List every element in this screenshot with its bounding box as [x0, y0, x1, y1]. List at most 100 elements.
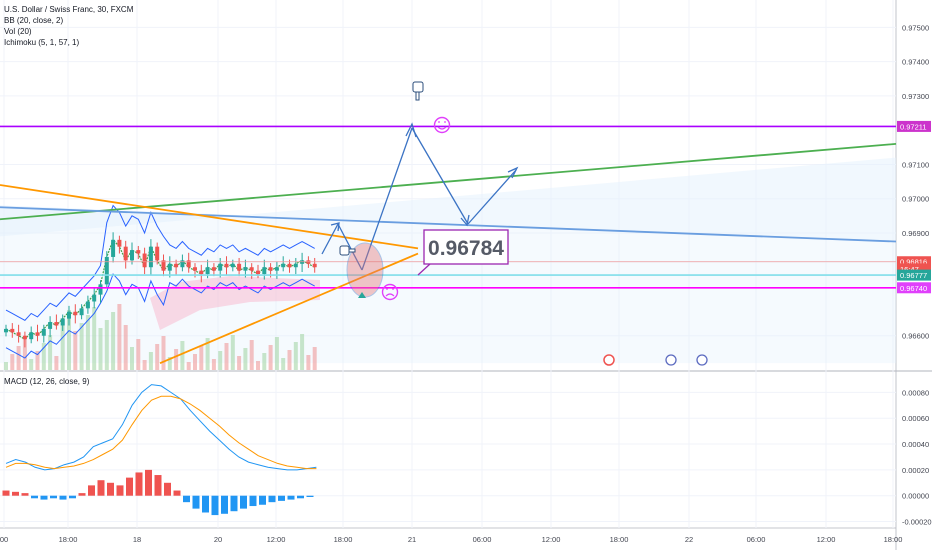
volume-bar — [218, 351, 223, 370]
volume-bar — [35, 351, 40, 370]
price-tick-label: 0.96600 — [902, 332, 929, 341]
time-tick-label: 21 — [408, 535, 416, 544]
price-tag — [897, 282, 931, 294]
volume-bar — [111, 312, 116, 370]
candle-body — [218, 263, 223, 271]
candle-body — [4, 328, 8, 333]
macd-histogram-bar — [59, 495, 67, 500]
volume-bar — [73, 331, 78, 370]
volume-bar — [98, 328, 103, 370]
macd-histogram-bar — [164, 482, 171, 496]
macd-histogram-bar — [287, 495, 295, 500]
macd-histogram-bar — [268, 495, 276, 503]
price-tick-label: 0.97300 — [902, 92, 929, 101]
indicator-vol[interactable]: Vol (20) — [4, 27, 32, 36]
volume-bar — [287, 350, 292, 370]
volume-bar — [60, 318, 65, 370]
macd-histogram-bar — [297, 495, 304, 499]
candle-body — [48, 322, 53, 329]
candle-body — [136, 250, 141, 254]
candle-body — [274, 267, 279, 271]
arrow-head — [405, 122, 417, 138]
macd-histogram-bar — [240, 495, 247, 509]
volume-bar — [180, 341, 185, 370]
macd-histogram-bar — [154, 475, 162, 496]
candle-body — [85, 301, 90, 309]
arrow-head — [507, 166, 519, 179]
macd-histogram-bar — [107, 482, 114, 496]
frown-mouth — [385, 293, 395, 297]
volume-bar — [54, 356, 59, 370]
macd-histogram-bar — [183, 495, 190, 503]
candle-body — [237, 263, 242, 271]
smiley-eye — [438, 121, 440, 123]
smiley-mouth — [437, 126, 447, 130]
candle-body — [205, 267, 210, 275]
price-tag-label: 0.96740 — [900, 284, 927, 293]
volume-bar — [268, 345, 273, 370]
macd-histogram-bar — [259, 495, 266, 505]
volume-bar — [300, 334, 305, 370]
frown-eye — [386, 288, 388, 290]
macd-histogram-bar — [221, 495, 228, 514]
pointing-hand-icon — [412, 81, 424, 101]
macd-histogram-bar — [145, 469, 152, 496]
signal-line — [5, 395, 317, 470]
macd-histogram-bar — [97, 480, 105, 496]
volume-bar — [92, 307, 97, 370]
volume-bar — [230, 335, 235, 370]
volume-bar — [167, 357, 172, 370]
price-tag — [897, 263, 931, 275]
candle-body — [293, 263, 298, 268]
macd-histogram-bar — [116, 485, 124, 496]
candle-body — [22, 335, 27, 340]
price-tick-label: 0.96900 — [902, 229, 929, 238]
annotation-pointer — [417, 263, 431, 276]
candle-body — [256, 270, 260, 275]
price-tag-label: 16:47 — [900, 265, 919, 274]
volume-bar — [142, 360, 147, 370]
candle-body — [174, 263, 179, 268]
candle-body — [10, 328, 15, 333]
hand-finger — [348, 248, 356, 253]
macd-histogram-bar — [202, 495, 209, 513]
time-tick-label: 06:00 — [473, 535, 492, 544]
candle-body — [193, 267, 197, 271]
volume-bar — [249, 340, 254, 370]
time-tick-label: 22 — [685, 535, 693, 544]
volume-bar — [104, 320, 109, 370]
volume-bar — [4, 362, 8, 370]
price-tick-label: 0.97500 — [902, 23, 929, 32]
macd-histogram-bar — [306, 495, 314, 497]
macd-histogram-bar — [126, 477, 133, 496]
candle-body — [180, 260, 185, 268]
candle-body — [199, 270, 204, 275]
candle-body — [148, 246, 153, 268]
event-icon — [665, 354, 677, 366]
volume-bar — [306, 355, 311, 370]
macd-histogram-bar — [69, 495, 76, 499]
candle-body — [60, 318, 65, 326]
macd-legend[interactable]: MACD (12, 26, close, 9) — [4, 377, 90, 386]
volume-bar — [199, 346, 204, 370]
volume-bar — [224, 343, 229, 370]
indicator-bb[interactable]: BB (20, close, 2) — [4, 16, 64, 25]
smiley-face — [433, 116, 451, 134]
macd-tick-label: 0.00040 — [902, 440, 929, 449]
time-tick-label: 20 — [214, 535, 222, 544]
volume-bar — [16, 346, 21, 370]
frown-eye — [392, 288, 394, 290]
volume-bar — [243, 348, 248, 370]
candle-body — [167, 263, 172, 271]
macd-tick-label: 0.00000 — [902, 492, 929, 501]
time-tick-label: 00 — [0, 535, 8, 544]
price-tag — [897, 120, 931, 132]
candle-body — [117, 239, 122, 247]
indicator-ichimoku[interactable]: Ichimoku (5, 1, 57, 1) — [4, 38, 80, 47]
price-tag-label: 0.97211 — [900, 122, 927, 131]
channel-fill-lower — [0, 205, 896, 364]
symbol-title[interactable]: U.S. Dollar / Swiss Franc, 30, FXCM — [4, 5, 134, 14]
green-trendline — [0, 142, 897, 221]
price-tag-label: 0.96777 — [900, 271, 927, 280]
